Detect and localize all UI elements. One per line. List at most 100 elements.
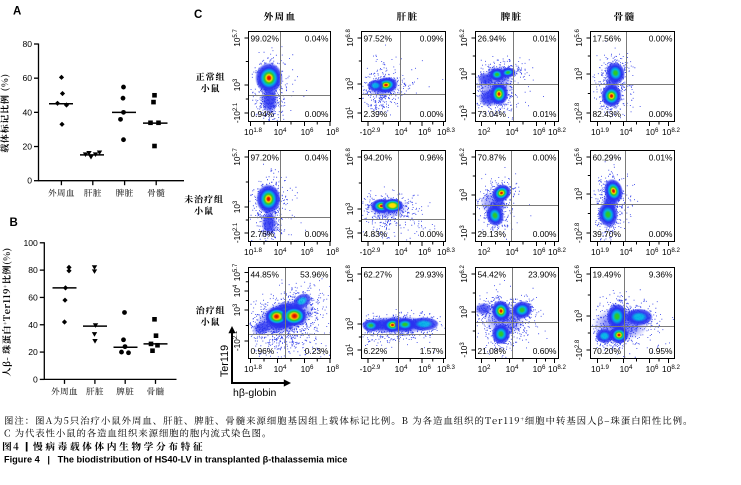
svg-text:Figure 4 | The biodistribu: Figure 4 | The biodistribution of HS40-L… [4, 455, 347, 465]
svg-text:108.2: 108.2 [662, 364, 680, 374]
svg-text:-102.9: -102.9 [360, 364, 381, 374]
svg-text:B: B [10, 217, 18, 229]
svg-text:Ter119: Ter119 [219, 345, 231, 377]
svg-text:104: 104 [274, 127, 287, 137]
svg-text:100: 100 [23, 238, 38, 248]
svg-text:106.8: 106.8 [345, 29, 355, 47]
svg-text:105.7: 105.7 [232, 29, 242, 47]
svg-text:106: 106 [301, 364, 314, 374]
svg-text:108: 108 [326, 247, 339, 257]
svg-text:108: 108 [326, 364, 339, 374]
svg-text:106: 106 [533, 247, 546, 257]
svg-text:103: 103 [459, 67, 469, 80]
svg-text:97.52%: 97.52% [364, 34, 393, 44]
svg-text:106.2: 106.2 [459, 265, 469, 283]
svg-text:106: 106 [533, 364, 546, 374]
svg-text:108.2: 108.2 [548, 127, 566, 137]
svg-text:-102.8: -102.8 [574, 222, 584, 243]
svg-text:97.20%: 97.20% [251, 153, 280, 163]
svg-text:103: 103 [232, 303, 242, 316]
svg-text:101.9: 101.9 [591, 247, 609, 257]
svg-text:-103: -103 [459, 105, 469, 121]
svg-text:108.2: 108.2 [662, 127, 680, 137]
svg-text:0.60%: 0.60% [533, 346, 557, 356]
svg-text:A: A [13, 6, 21, 18]
svg-text:62.27%: 62.27% [364, 270, 393, 280]
svg-text:2.76%: 2.76% [251, 229, 275, 239]
svg-text:29.13%: 29.13% [478, 229, 507, 239]
svg-text:80: 80 [22, 39, 32, 49]
svg-text:104: 104 [620, 127, 633, 137]
svg-text:0.00%: 0.00% [305, 109, 329, 119]
svg-text:17.56%: 17.56% [593, 34, 622, 44]
svg-text:6.22%: 6.22% [364, 346, 388, 356]
svg-text:60: 60 [22, 73, 32, 83]
svg-text:104: 104 [395, 247, 408, 257]
svg-text:101.8: 101.8 [244, 247, 262, 257]
svg-text:108.3: 108.3 [437, 364, 455, 374]
svg-text:-103: -103 [459, 225, 469, 241]
svg-text:106.2: 106.2 [459, 29, 469, 47]
svg-text:54.42%: 54.42% [478, 270, 507, 280]
svg-text:106.8: 106.8 [345, 148, 355, 166]
svg-text:102: 102 [478, 247, 491, 257]
svg-text:108.3: 108.3 [437, 247, 455, 257]
svg-text:44.85%: 44.85% [251, 270, 280, 280]
svg-text:99.02%: 99.02% [251, 34, 280, 44]
svg-text:104: 104 [395, 364, 408, 374]
svg-text:106: 106 [646, 247, 659, 257]
svg-text:108: 108 [326, 127, 339, 137]
svg-text:106: 106 [646, 127, 659, 137]
svg-text:105.6: 105.6 [574, 148, 584, 166]
svg-text:104: 104 [506, 247, 519, 257]
svg-text:-102.9: -102.9 [360, 247, 381, 257]
svg-text:26.94%: 26.94% [478, 34, 507, 44]
svg-text:101.9: 101.9 [591, 364, 609, 374]
svg-text:0.94%: 0.94% [251, 109, 275, 119]
svg-text:101.9: 101.9 [591, 127, 609, 137]
svg-text:40: 40 [28, 320, 38, 330]
svg-text:-102.8: -102.8 [574, 339, 584, 360]
svg-text:103: 103 [232, 200, 242, 213]
svg-text:39.70%: 39.70% [593, 229, 622, 239]
svg-text:0.96%: 0.96% [251, 346, 275, 356]
svg-text:106.2: 106.2 [459, 148, 469, 166]
svg-text:102: 102 [478, 364, 491, 374]
svg-text:hβ-globin: hβ-globin [233, 387, 277, 399]
svg-text:70.20%: 70.20% [593, 346, 622, 356]
svg-text:101: 101 [345, 343, 355, 356]
svg-text:21.08%: 21.08% [478, 346, 507, 356]
svg-text:0.04%: 0.04% [305, 34, 329, 44]
svg-text:105.7: 105.7 [232, 263, 242, 281]
svg-text:108.2: 108.2 [548, 247, 566, 257]
svg-text:70.87%: 70.87% [478, 153, 507, 163]
svg-text:104: 104 [620, 247, 633, 257]
svg-text:-102.1: -102.1 [232, 102, 242, 123]
svg-text:-102.9: -102.9 [360, 127, 381, 137]
svg-text:0.00%: 0.00% [420, 109, 444, 119]
svg-text:0.00%: 0.00% [649, 109, 673, 119]
svg-text:23.90%: 23.90% [528, 270, 557, 280]
svg-text:105.6: 105.6 [574, 265, 584, 283]
svg-text:103: 103 [345, 202, 355, 215]
svg-text:9.36%: 9.36% [649, 270, 673, 280]
svg-text:103: 103 [345, 317, 355, 330]
svg-text:101: 101 [345, 106, 355, 119]
svg-text:103: 103 [574, 187, 584, 200]
svg-text:0.04%: 0.04% [305, 153, 329, 163]
svg-text:102: 102 [478, 127, 491, 137]
svg-text:106: 106 [533, 127, 546, 137]
svg-text:108.2: 108.2 [548, 364, 566, 374]
svg-text:60: 60 [28, 292, 38, 302]
svg-text:103: 103 [345, 77, 355, 90]
svg-text:0.00%: 0.00% [649, 229, 673, 239]
svg-text:53.96%: 53.96% [300, 270, 329, 280]
svg-text:106: 106 [418, 364, 431, 374]
svg-text:106: 106 [418, 247, 431, 257]
svg-text:0.00%: 0.00% [533, 153, 557, 163]
svg-text:20: 20 [28, 347, 38, 357]
svg-text:73.04%: 73.04% [478, 109, 507, 119]
svg-text:94.20%: 94.20% [364, 153, 393, 163]
svg-text:0.00%: 0.00% [649, 34, 673, 44]
svg-text:40: 40 [22, 107, 32, 117]
